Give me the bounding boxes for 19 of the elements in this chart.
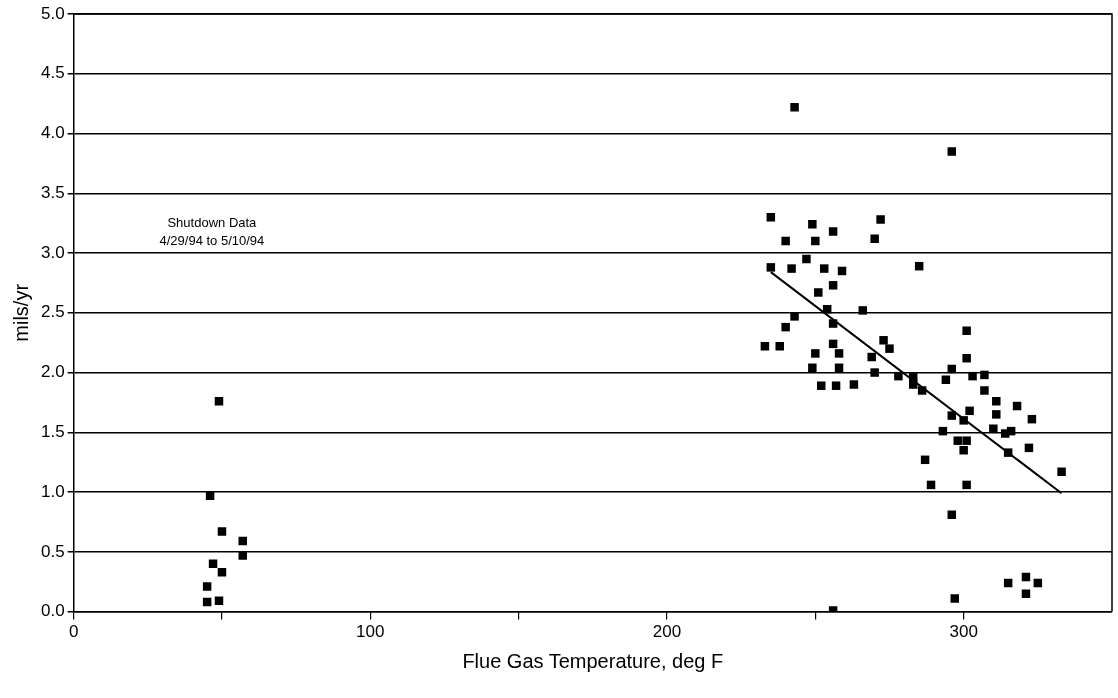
y-tick-label: 4.0 — [40, 123, 65, 143]
y-tick-label: 0.0 — [40, 601, 65, 621]
y-tick-label: 1.5 — [40, 422, 65, 442]
x-tick-label: 300 — [949, 622, 978, 642]
x-axis-title: Flue Gas Temperature, deg F — [462, 649, 724, 672]
x-tick-label: 100 — [356, 622, 385, 642]
y-tick-label: 3.5 — [40, 182, 65, 202]
x-tick-label: 200 — [652, 622, 682, 642]
y-tick-label: 4.5 — [40, 63, 65, 83]
y-tick-label: 2.5 — [40, 302, 65, 322]
y-tick-label: 1.0 — [40, 481, 65, 501]
annotation: 4/29/94 to 5/10/94 — [151, 232, 273, 254]
y-axis-title: mils/yr — [9, 283, 32, 342]
annotation: Shutdown Data — [166, 214, 258, 233]
y-tick-label: 5.0 — [40, 3, 65, 23]
y-tick-label: 3.0 — [40, 242, 65, 262]
y-tick-label: 2.0 — [40, 362, 65, 382]
x-tick-label: 0 — [68, 622, 79, 642]
y-tick-label: 0.5 — [40, 541, 65, 561]
